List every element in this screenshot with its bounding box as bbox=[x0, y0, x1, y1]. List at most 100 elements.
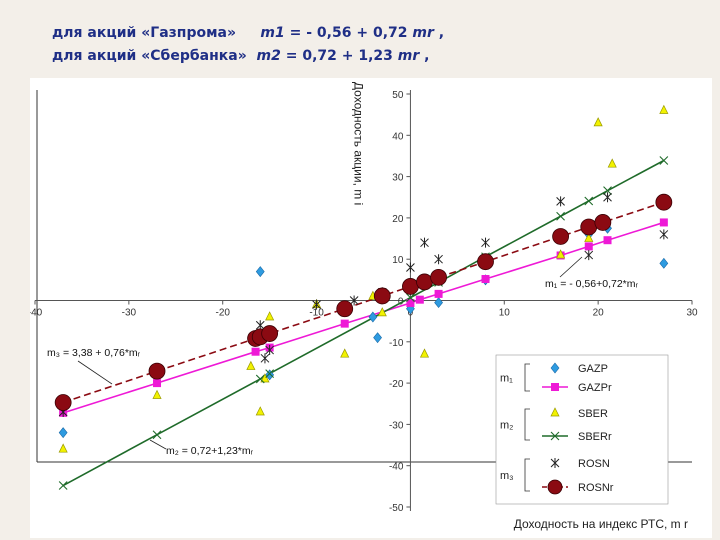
x-tick-label-6: 20 bbox=[593, 308, 605, 319]
x-tick-label-1: -30 bbox=[122, 308, 137, 319]
formula-sberbank-mr: mr bbox=[397, 48, 420, 64]
point-rosn-9 bbox=[434, 254, 443, 265]
legend-group-label-2: m₂ bbox=[500, 420, 513, 432]
point-sber-0 bbox=[58, 443, 68, 453]
point-rosn-12 bbox=[584, 250, 594, 261]
annotation-m1: m₁ = - 0,56+0,72*mᵣ bbox=[545, 278, 639, 290]
point-rosnr-11 bbox=[552, 228, 569, 245]
point-gazpr-4 bbox=[340, 319, 349, 328]
point-sberr-2 bbox=[255, 374, 265, 384]
x-tick-label-0: -40 bbox=[30, 308, 43, 319]
legend-marker-rosn bbox=[550, 458, 560, 468]
formula-line-gazprom: для акций «Газпрома» m1 = - 0,56 + 0,72 … bbox=[52, 22, 444, 45]
point-sberr-4 bbox=[406, 293, 415, 302]
point-rosnr-8 bbox=[416, 273, 433, 291]
point-sberr-8 bbox=[584, 196, 594, 206]
point-gazpr-12 bbox=[659, 218, 668, 227]
point-rosnr-7 bbox=[402, 278, 419, 295]
chart-svg: -40-30-20-10010203050403020100-10-20-30-… bbox=[30, 82, 698, 531]
plot-area: -40-30-20-10010203050403020100-10-20-30-… bbox=[30, 78, 712, 538]
annotation-m3-leader bbox=[77, 360, 113, 385]
legend-group-bracket-2 bbox=[524, 408, 530, 441]
point-rosnr-13 bbox=[594, 214, 612, 231]
point-sber-9 bbox=[377, 307, 387, 317]
point-sber-1 bbox=[152, 389, 162, 399]
legend-label-gazpr: GAZPr bbox=[578, 382, 612, 394]
y-tick-label-6: -10 bbox=[389, 338, 404, 349]
annotation-m3: m₃ = 3,38 + 0,76*mᵣ bbox=[47, 347, 141, 359]
legend-group-label-3: m₃ bbox=[500, 470, 514, 482]
point-sber-10 bbox=[419, 348, 430, 358]
legend-marker-sber bbox=[550, 407, 560, 417]
legend-label-gazp: GAZP bbox=[578, 363, 608, 375]
point-gazp-1 bbox=[255, 266, 265, 278]
formula-gazprom-label: для акций «Газпрома» bbox=[52, 25, 237, 41]
point-sber-3 bbox=[255, 406, 265, 416]
point-rosnr-0 bbox=[54, 394, 72, 411]
annotation-m1-leader bbox=[559, 256, 583, 278]
point-rosnr-1 bbox=[148, 362, 166, 380]
point-sber-14 bbox=[607, 158, 617, 168]
point-sber-5 bbox=[260, 373, 270, 383]
point-sber-2 bbox=[246, 360, 256, 370]
formula-sberbank-tail: , bbox=[419, 48, 430, 64]
y-tick-label-3: 20 bbox=[392, 214, 404, 225]
legend-group-bracket-3 bbox=[524, 458, 530, 492]
point-sber-15 bbox=[659, 104, 669, 114]
point-rosn-7 bbox=[406, 262, 415, 273]
legend-marker-rosnr bbox=[547, 479, 563, 495]
formula-sberbank-var: m2 bbox=[256, 48, 281, 64]
formula-line-sberbank: для акций «Сбербанка» m2 = 0,72 + 1,23 m… bbox=[52, 45, 444, 68]
point-sberr-3 bbox=[265, 369, 275, 378]
legend-group-label-1: m₁ bbox=[500, 373, 513, 385]
formula-gazprom-var: m1 bbox=[260, 25, 285, 41]
y-tick-label-8: -30 bbox=[389, 420, 404, 431]
x-tick-label-2: -20 bbox=[215, 308, 230, 319]
point-rosnr-6 bbox=[373, 287, 391, 305]
point-sberr-1 bbox=[152, 430, 162, 440]
y-tick-label-2: 30 bbox=[392, 173, 404, 184]
point-gazpr-2 bbox=[251, 347, 260, 356]
point-gazp-6 bbox=[434, 297, 443, 309]
formula-gazprom-mr: mr bbox=[412, 25, 434, 41]
point-rosn-13 bbox=[603, 192, 612, 203]
point-gazp-10 bbox=[659, 257, 669, 269]
y-axis-title: Доходность акции, m i bbox=[351, 82, 365, 205]
y-tick-label-4: 10 bbox=[392, 255, 404, 266]
point-gazpr-5 bbox=[406, 298, 415, 307]
point-sber-11 bbox=[556, 249, 566, 259]
legend-label-rosn: ROSN bbox=[578, 458, 610, 470]
point-rosnr-4 bbox=[261, 325, 279, 342]
point-rosnr-14 bbox=[655, 193, 673, 211]
point-rosnr-5 bbox=[336, 300, 354, 318]
point-gazpr-11 bbox=[603, 236, 612, 245]
point-rosn-14 bbox=[659, 229, 669, 240]
point-rosnr-12 bbox=[580, 218, 598, 236]
point-rosn-10 bbox=[481, 237, 490, 248]
legend-label-rosnr: ROSNr bbox=[578, 482, 614, 494]
point-sber-4 bbox=[265, 311, 275, 321]
y-tick-label-7: -20 bbox=[389, 379, 404, 390]
point-rosn-3 bbox=[265, 345, 274, 356]
legend-marker-gazp bbox=[550, 362, 560, 374]
point-sber-13 bbox=[593, 117, 603, 127]
point-sber-12 bbox=[584, 232, 594, 242]
point-sberr-10 bbox=[659, 156, 669, 165]
y-tick-label-10: -50 bbox=[389, 503, 404, 514]
x-axis-title: Доходность на индекс РТС, m r bbox=[514, 517, 688, 531]
point-gazpr-8 bbox=[481, 275, 490, 284]
point-rosn-11 bbox=[556, 196, 565, 207]
point-rosnr-10 bbox=[477, 253, 494, 271]
formula-header: для акций «Газпрома» m1 = - 0,56 + 0,72 … bbox=[52, 22, 444, 68]
x-tick-label-7: 30 bbox=[686, 308, 698, 319]
formula-sberbank-label: для акций «Сбербанка» bbox=[52, 48, 247, 64]
legend-group-bracket-1 bbox=[524, 363, 530, 392]
legend-marker-sberr bbox=[550, 431, 560, 441]
point-rosn-5 bbox=[349, 295, 359, 306]
point-gazpr-7 bbox=[434, 289, 443, 298]
annotation-m2: m₂ = 0,72+1,23*mᵣ bbox=[166, 445, 254, 457]
point-gazpr-10 bbox=[584, 242, 593, 251]
formula-gazprom-eq: = - 0,56 + 0,72 bbox=[284, 25, 413, 41]
x-tick-label-3: -10 bbox=[309, 308, 324, 319]
y-tick-label-0: 50 bbox=[392, 90, 404, 101]
